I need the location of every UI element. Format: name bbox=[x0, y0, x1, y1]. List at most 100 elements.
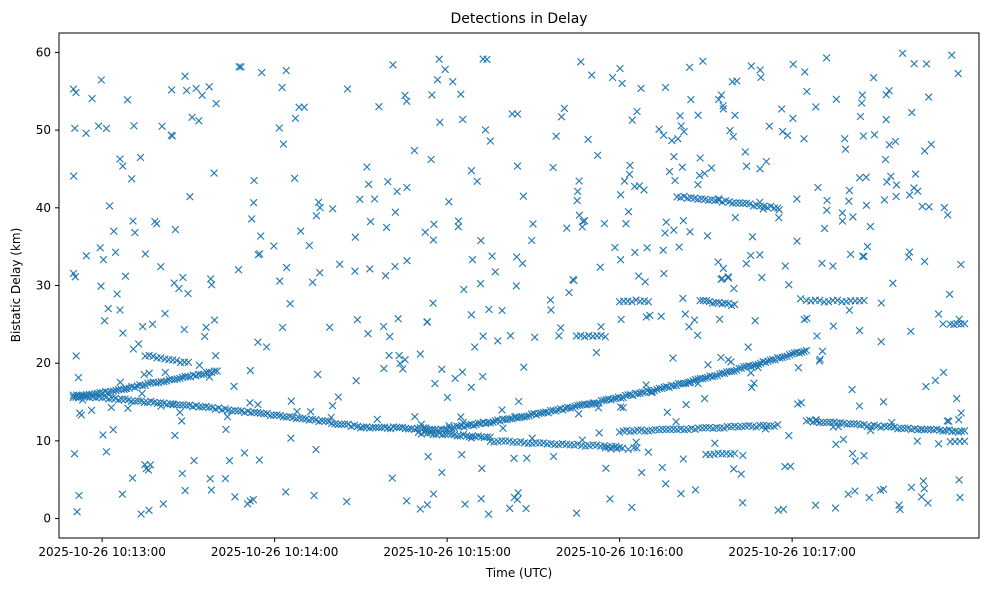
data-point bbox=[441, 65, 449, 74]
data-point bbox=[230, 382, 238, 391]
data-point bbox=[859, 132, 868, 140]
data-point bbox=[593, 151, 602, 160]
data-point bbox=[746, 200, 754, 208]
data-point bbox=[438, 468, 446, 477]
data-point bbox=[642, 313, 651, 321]
data-point bbox=[956, 493, 964, 502]
data-point bbox=[620, 177, 629, 185]
data-point bbox=[694, 111, 702, 119]
data-point bbox=[813, 332, 821, 340]
data-point bbox=[184, 289, 192, 298]
data-point bbox=[334, 393, 343, 401]
data-point bbox=[924, 93, 933, 101]
data-point bbox=[222, 425, 230, 434]
data-point bbox=[917, 493, 926, 501]
data-point bbox=[179, 401, 187, 409]
data-point bbox=[121, 272, 130, 280]
data-point bbox=[552, 132, 560, 140]
data-point bbox=[286, 299, 294, 308]
data-point bbox=[826, 418, 834, 426]
data-point bbox=[282, 66, 290, 75]
data-point bbox=[617, 315, 625, 324]
data-point bbox=[920, 484, 929, 493]
data-point bbox=[609, 394, 618, 403]
data-point bbox=[102, 124, 111, 133]
data-point bbox=[483, 433, 492, 441]
data-point bbox=[846, 420, 855, 428]
data-point bbox=[897, 424, 905, 433]
data-point bbox=[99, 431, 107, 439]
data-point bbox=[841, 145, 850, 153]
data-point bbox=[96, 244, 104, 252]
data-point bbox=[254, 338, 262, 346]
data-point bbox=[563, 224, 571, 232]
data-point bbox=[677, 489, 685, 498]
data-point bbox=[858, 91, 867, 99]
y-axis-label: Bistatic Delay (km) bbox=[9, 228, 23, 343]
data-point bbox=[661, 480, 670, 488]
data-point bbox=[880, 196, 889, 204]
data-point bbox=[659, 246, 667, 254]
data-point bbox=[954, 69, 962, 78]
data-point bbox=[918, 202, 927, 211]
data-point bbox=[190, 456, 198, 465]
data-point bbox=[678, 163, 687, 171]
data-point bbox=[794, 400, 802, 408]
data-point bbox=[796, 295, 805, 303]
data-point bbox=[917, 425, 926, 433]
data-point bbox=[137, 510, 145, 518]
data-point bbox=[730, 367, 738, 375]
data-point bbox=[176, 374, 184, 383]
data-point bbox=[508, 110, 516, 118]
data-point bbox=[630, 444, 638, 452]
data-point bbox=[246, 366, 255, 375]
data-point bbox=[328, 205, 337, 213]
data-point bbox=[334, 420, 343, 429]
data-point bbox=[282, 413, 291, 421]
data-point bbox=[669, 354, 677, 362]
data-point bbox=[728, 78, 737, 86]
data-point bbox=[716, 424, 724, 432]
data-point bbox=[789, 60, 797, 69]
data-point bbox=[845, 186, 854, 195]
y-tick-label: 30 bbox=[36, 279, 51, 293]
data-point bbox=[227, 407, 236, 415]
data-point bbox=[816, 418, 824, 427]
data-point bbox=[714, 95, 723, 104]
data-point bbox=[619, 403, 627, 412]
data-point bbox=[887, 172, 895, 181]
data-point bbox=[957, 427, 966, 435]
data-point bbox=[468, 432, 477, 440]
data-point bbox=[310, 491, 318, 500]
data-point bbox=[838, 217, 847, 225]
data-point bbox=[243, 500, 252, 508]
data-point bbox=[142, 464, 151, 473]
data-point bbox=[391, 262, 399, 271]
data-point bbox=[457, 450, 466, 459]
data-point bbox=[467, 383, 476, 392]
data-point bbox=[707, 164, 716, 172]
data-point bbox=[72, 352, 80, 360]
data-point bbox=[595, 429, 603, 437]
data-point bbox=[818, 259, 826, 268]
data-point bbox=[477, 433, 486, 441]
data-point bbox=[882, 91, 890, 99]
data-point bbox=[312, 445, 320, 454]
data-point bbox=[477, 495, 485, 503]
data-point bbox=[718, 369, 726, 377]
data-point bbox=[449, 77, 457, 86]
data-point bbox=[630, 182, 639, 191]
data-point bbox=[762, 157, 771, 166]
data-point bbox=[855, 174, 864, 182]
data-point bbox=[122, 384, 131, 393]
data-point bbox=[788, 350, 796, 358]
data-point bbox=[167, 131, 176, 139]
data-point bbox=[118, 490, 127, 498]
data-point bbox=[943, 417, 952, 425]
data-point bbox=[680, 127, 688, 136]
data-point bbox=[351, 233, 360, 241]
data-point bbox=[747, 369, 755, 377]
data-point bbox=[486, 419, 495, 427]
data-point bbox=[565, 288, 573, 297]
